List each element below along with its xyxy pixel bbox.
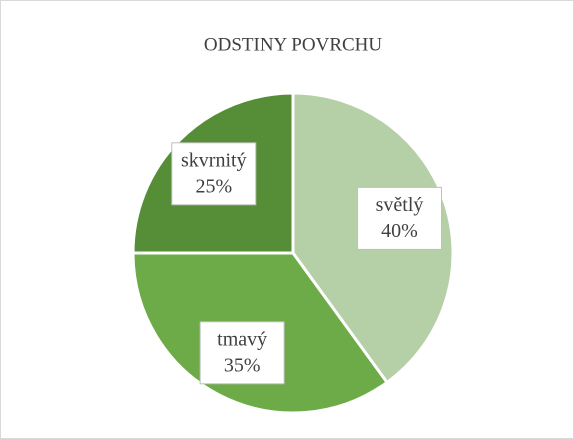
data-label-value: 25% bbox=[195, 175, 232, 197]
data-label-category: tmavý bbox=[217, 328, 267, 350]
data-label-box bbox=[171, 142, 257, 206]
data-label-box bbox=[199, 321, 285, 385]
data-label-value: 35% bbox=[224, 354, 261, 376]
data-label-category: světlý bbox=[376, 194, 424, 216]
chart-title: ODSTINY POVRCHU bbox=[204, 34, 383, 55]
data-label-category: skvrnitý bbox=[181, 149, 247, 171]
data-label-box bbox=[357, 186, 443, 250]
data-label-value: 40% bbox=[381, 220, 418, 242]
